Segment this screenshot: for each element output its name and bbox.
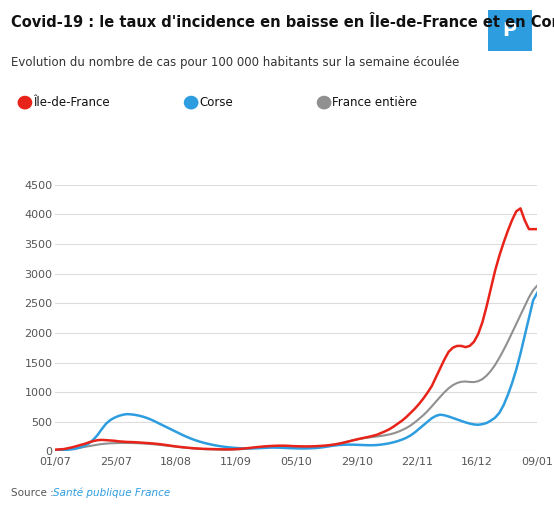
- Text: Corse: Corse: [199, 96, 233, 109]
- Text: Covid-19 : le taux d'incidence en baisse en Île-de-France et en Corse: Covid-19 : le taux d'incidence en baisse…: [11, 15, 554, 30]
- Text: Evolution du nombre de cas pour 100 000 habitants sur la semaine écoulée: Evolution du nombre de cas pour 100 000 …: [11, 56, 459, 69]
- Text: Île-de-France: Île-de-France: [33, 96, 110, 109]
- Text: Santé publique France: Santé publique France: [53, 487, 170, 498]
- Text: P: P: [502, 21, 517, 41]
- Text: Source :: Source :: [11, 488, 57, 498]
- Text: France entière: France entière: [332, 96, 417, 109]
